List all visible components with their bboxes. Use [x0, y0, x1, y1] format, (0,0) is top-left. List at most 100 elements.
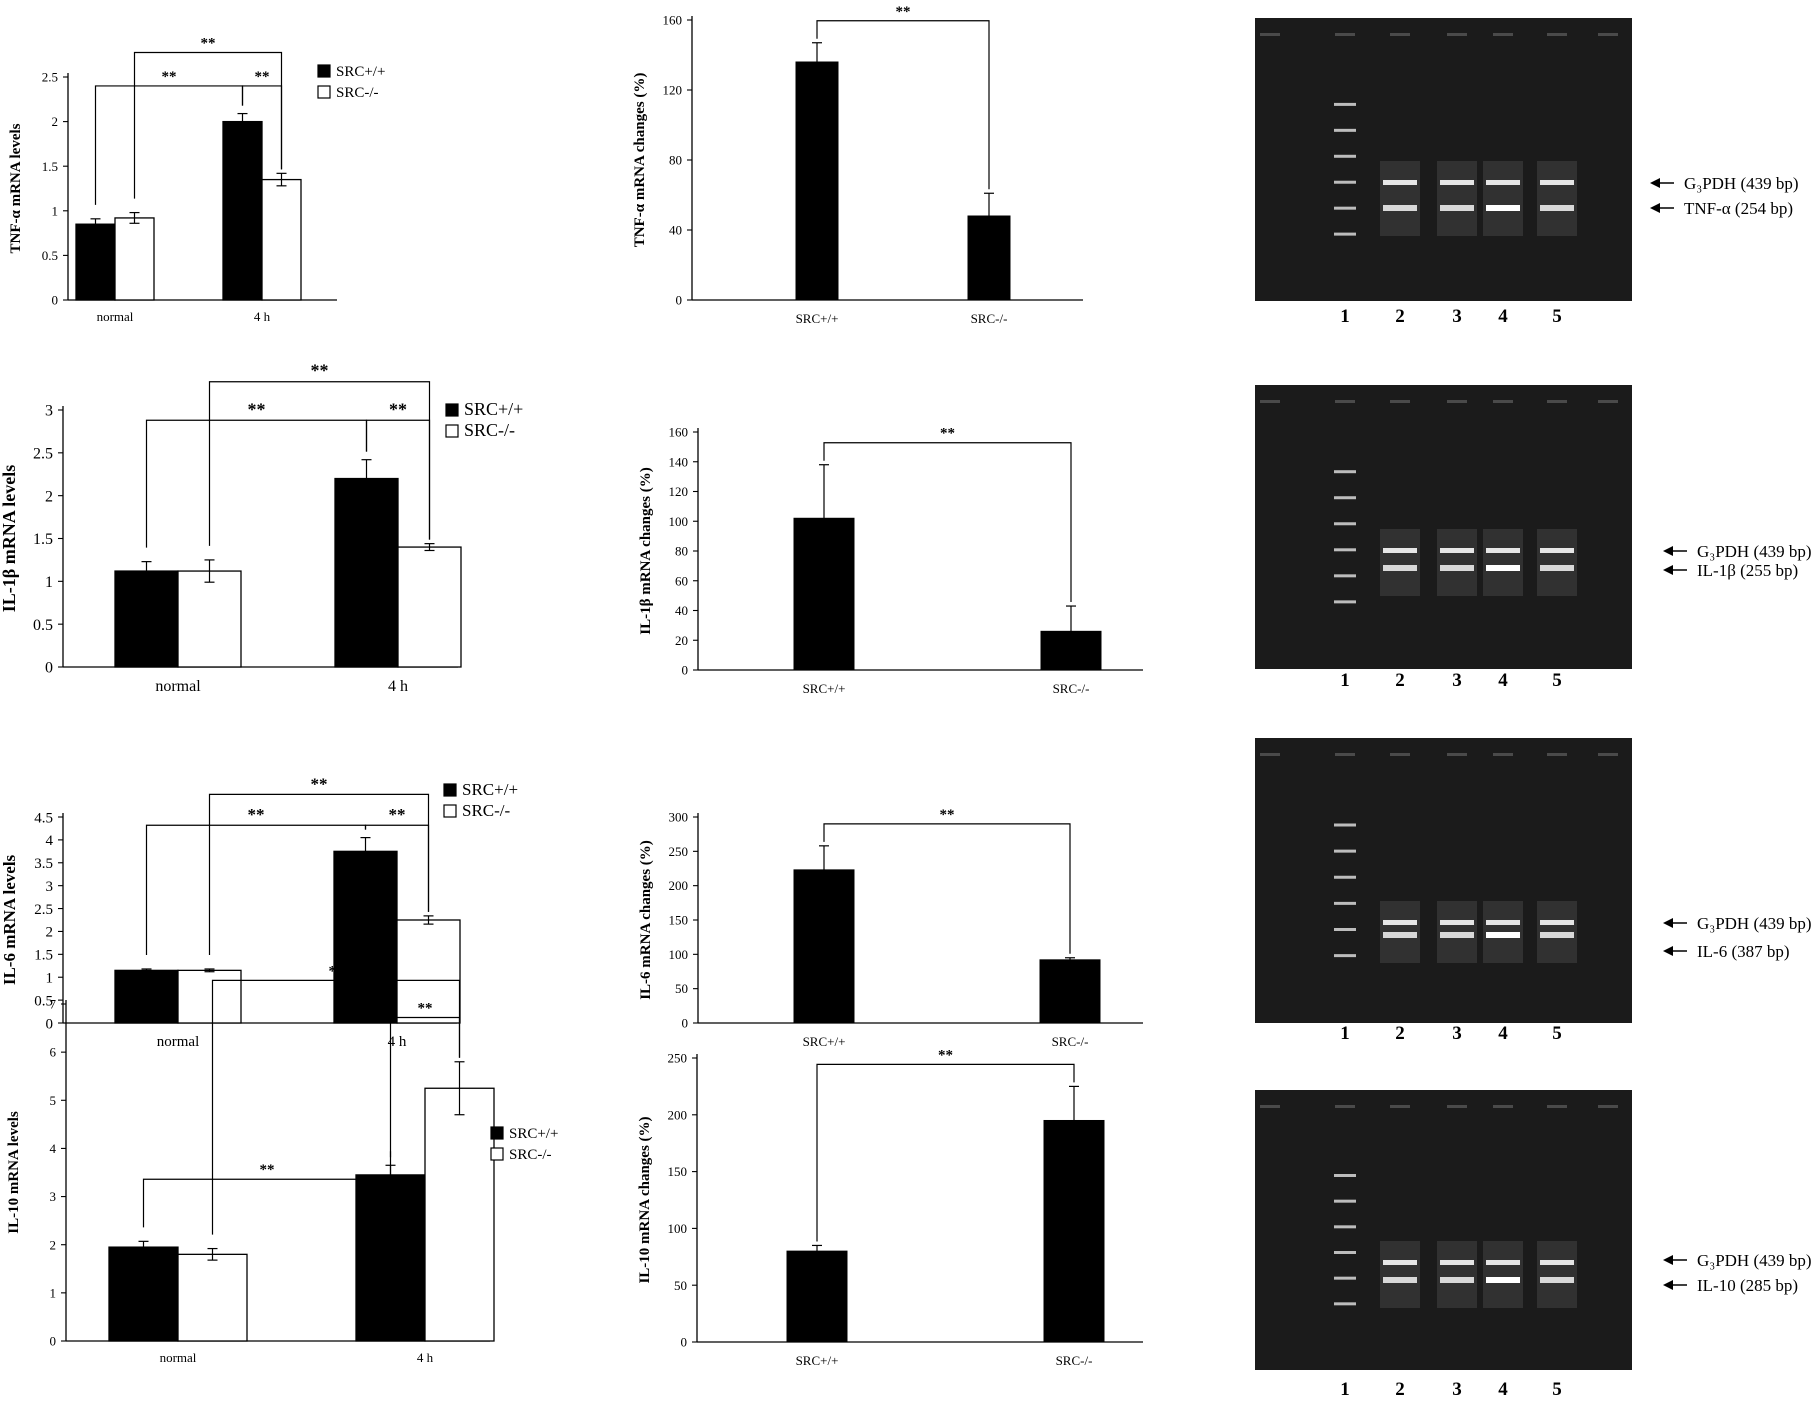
gel-well [1260, 753, 1280, 756]
significance-bracket [145, 419, 368, 548]
arrow-head [1663, 1280, 1673, 1290]
significance-bracket [816, 1063, 1075, 1242]
legend-swatch [490, 1126, 504, 1140]
ladder-band [1334, 522, 1356, 526]
y-tick-label: 40 [669, 223, 682, 238]
band-lower [1440, 932, 1474, 938]
y-tick-label: 0 [676, 293, 683, 308]
lane-smear [1537, 1241, 1577, 1308]
y-tick-label: 7 [50, 997, 57, 1012]
y-tick-label: 200 [668, 1107, 688, 1122]
band-label: G₃PDH (439 bp) [1697, 542, 1812, 561]
x-tick-label: SRC+/+ [803, 1034, 846, 1049]
ladder-band [1334, 548, 1356, 552]
y-tick-label: 0 [52, 293, 59, 308]
significance-label: ** [418, 1000, 433, 1016]
lane-number: 3 [1452, 1379, 1462, 1400]
bar [795, 61, 839, 301]
y-tick-label: 60 [675, 573, 688, 588]
ladder-band [1334, 1251, 1356, 1254]
gel-well [1493, 400, 1513, 403]
y-axis-title: IL-10 mRNA changes (%) [637, 1116, 653, 1283]
band-upper [1486, 1260, 1520, 1265]
ladder-band [1334, 1174, 1356, 1177]
significance-label: ** [940, 426, 955, 442]
y-tick-label: 2.5 [33, 445, 53, 462]
y-tick-label: 4 [50, 1141, 57, 1156]
y-tick-label: 5 [50, 1093, 57, 1108]
legend-label: SRC+/+ [462, 780, 518, 799]
x-tick-label: 4 h [254, 309, 271, 324]
y-tick-label: 3.5 [34, 856, 53, 872]
lane-smear [1483, 529, 1523, 596]
gel-image [1255, 1090, 1632, 1370]
bar [1043, 1119, 1105, 1343]
significance-label: ** [940, 807, 955, 823]
arrow-head [1650, 178, 1660, 188]
y-tick-label: 3 [46, 879, 54, 895]
ladder-band [1334, 875, 1356, 879]
lane-number: 2 [1395, 670, 1405, 691]
band-upper [1440, 920, 1474, 925]
lane-number: 4 [1498, 306, 1508, 327]
band-lower [1440, 205, 1474, 211]
y-axis-title: IL-6 mRNA levels [0, 854, 19, 985]
gel-well [1547, 400, 1567, 403]
y-axis-title: IL-10 mRNA levels [6, 1111, 22, 1234]
x-tick-label: normal [97, 309, 134, 324]
y-tick-label: 250 [669, 844, 689, 859]
gel-well [1335, 1105, 1355, 1108]
ladder-band [1334, 206, 1356, 210]
x-tick-label: SRC+/+ [796, 1353, 839, 1368]
legend-swatch [317, 64, 331, 78]
x-tick-label: SRC-/- [1053, 681, 1090, 696]
gel-well [1547, 1105, 1567, 1108]
ladder-band [1334, 1302, 1356, 1306]
lane-number: 1 [1340, 306, 1350, 327]
significance-label: ** [389, 399, 407, 419]
y-tick-label: 2 [45, 488, 53, 505]
band-upper [1486, 920, 1520, 925]
legend-swatch [443, 804, 457, 818]
lane-smear [1380, 529, 1420, 596]
x-tick-label: SRC+/+ [803, 681, 846, 696]
y-tick-label: 4 [46, 833, 54, 849]
y-tick-label: 100 [668, 1221, 688, 1236]
gel-well [1390, 33, 1410, 36]
band-upper [1540, 548, 1574, 553]
arrow-head [1663, 946, 1673, 956]
legend-label: SRC-/- [509, 1147, 552, 1163]
ladder-band [1334, 1199, 1356, 1203]
y-tick-label: 4.5 [34, 810, 53, 826]
x-tick-label: SRC-/- [971, 311, 1008, 326]
significance-label: ** [311, 774, 328, 793]
y-tick-label: 1 [46, 970, 54, 986]
arrow-head [1663, 918, 1673, 928]
y-tick-label: 40 [675, 603, 688, 618]
significance-label: ** [311, 361, 329, 381]
y-tick-label: 150 [669, 913, 689, 928]
band-upper [1383, 548, 1417, 553]
y-axis-title: IL-6 mRNA changes (%) [638, 840, 654, 1000]
bar-src-ko [177, 969, 242, 1024]
y-tick-label: 0 [46, 1016, 54, 1032]
band-lower [1486, 205, 1520, 211]
lane-number: 5 [1552, 1379, 1562, 1400]
y-tick-label: 0 [682, 663, 689, 678]
lane-smear [1537, 161, 1577, 236]
y-tick-label: 6 [50, 1045, 57, 1060]
significance-bracket [208, 793, 430, 955]
lane-number: 2 [1395, 1023, 1405, 1044]
legend-swatch [317, 85, 331, 99]
bar [793, 869, 855, 1024]
x-tick-label: normal [157, 1034, 200, 1050]
ladder-band [1334, 928, 1356, 931]
legend-swatch [445, 403, 459, 417]
y-tick-label: 100 [669, 947, 689, 962]
ladder-band [1334, 102, 1356, 106]
lane-number: 3 [1452, 1023, 1462, 1044]
gel-well [1335, 753, 1355, 756]
band-lower [1440, 1277, 1474, 1283]
significance-bracket [816, 20, 990, 190]
